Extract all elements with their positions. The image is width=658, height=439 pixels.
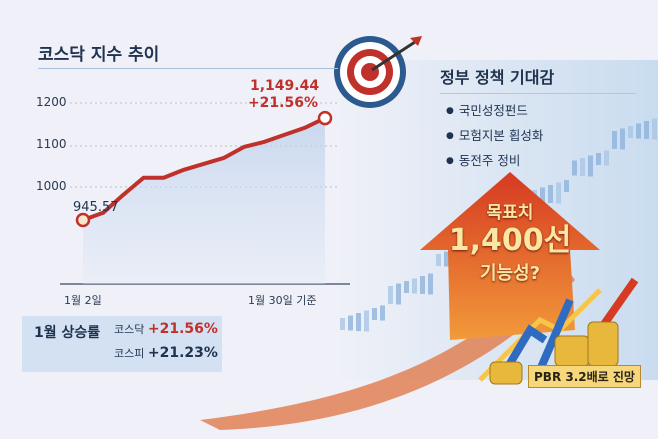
candle: [420, 276, 425, 294]
rise-value: +21.23%: [147, 345, 218, 361]
candle: [412, 278, 417, 294]
title-divider: [38, 68, 338, 69]
candle: [564, 180, 569, 192]
goal-line3: 기능성?: [479, 263, 541, 284]
rise-name: 코스닥: [114, 323, 145, 336]
candle: [388, 286, 393, 304]
candle: [372, 308, 377, 320]
y-tick-1100: 1100: [36, 137, 67, 151]
candle: [556, 182, 561, 204]
candle: [644, 121, 649, 139]
candle: [444, 251, 449, 267]
rise-label: 1월 상승률: [34, 325, 101, 341]
big-up-arrow: [420, 172, 600, 340]
start-value-label: 945.57: [73, 200, 119, 215]
goal-text: 목표치 1,400선 기능성?: [440, 198, 580, 285]
goal-line1: 목표치: [486, 203, 534, 223]
target-icon: [334, 36, 422, 108]
candle: [636, 123, 641, 139]
end-value-label: 1,149.44: [250, 78, 320, 94]
monthly-rise-panel: 1월 상승률 코스닥 +21.56% 코스피 +21.23%: [22, 316, 222, 372]
policy-item: 모험지본 횝성화: [446, 125, 636, 144]
chart-title: 코스닥 지수 추이: [38, 45, 160, 65]
line-area-fill: [83, 118, 325, 284]
goal-line2: 1,400선: [448, 223, 572, 258]
coin-stacks: [489, 321, 619, 385]
candle: [356, 313, 361, 331]
blue-arrow: [536, 298, 574, 372]
policy-item: 국민성정펀드: [446, 100, 636, 119]
candle: [340, 318, 345, 330]
candle: [436, 254, 441, 266]
candle: [364, 310, 369, 332]
end-change-label: +21.56%: [247, 95, 318, 111]
candle: [404, 281, 409, 293]
y-tick-1000: 1000: [36, 179, 67, 193]
policy-title: 정부 정책 기대감: [440, 64, 636, 94]
candle: [548, 185, 553, 203]
pbr-badge: PBR 3.2배로 진망: [528, 365, 641, 388]
policy-item: 동전주 정비: [446, 150, 636, 169]
start-point: [75, 212, 91, 228]
kosdaq-line: [82, 116, 326, 222]
rise-value: +21.56%: [147, 321, 218, 337]
rise-name: 코스피: [114, 347, 145, 360]
candle: [348, 315, 353, 331]
policy-panel: 정부 정책 기대감 국민성정펀드 모험지본 횝성화 동전주 정비: [440, 64, 636, 169]
swoosh: [200, 260, 575, 430]
candle: [396, 283, 401, 305]
candle: [540, 187, 545, 203]
candle: [380, 305, 385, 321]
x-tick-end: 1월 30일 기준: [248, 294, 317, 307]
candle: [428, 273, 433, 295]
candle: [652, 118, 657, 140]
end-point: [317, 110, 333, 126]
zigzag-arrow: [478, 288, 602, 382]
x-tick-start: 1월 2일: [64, 294, 102, 307]
y-tick-1200: 1200: [36, 95, 67, 109]
